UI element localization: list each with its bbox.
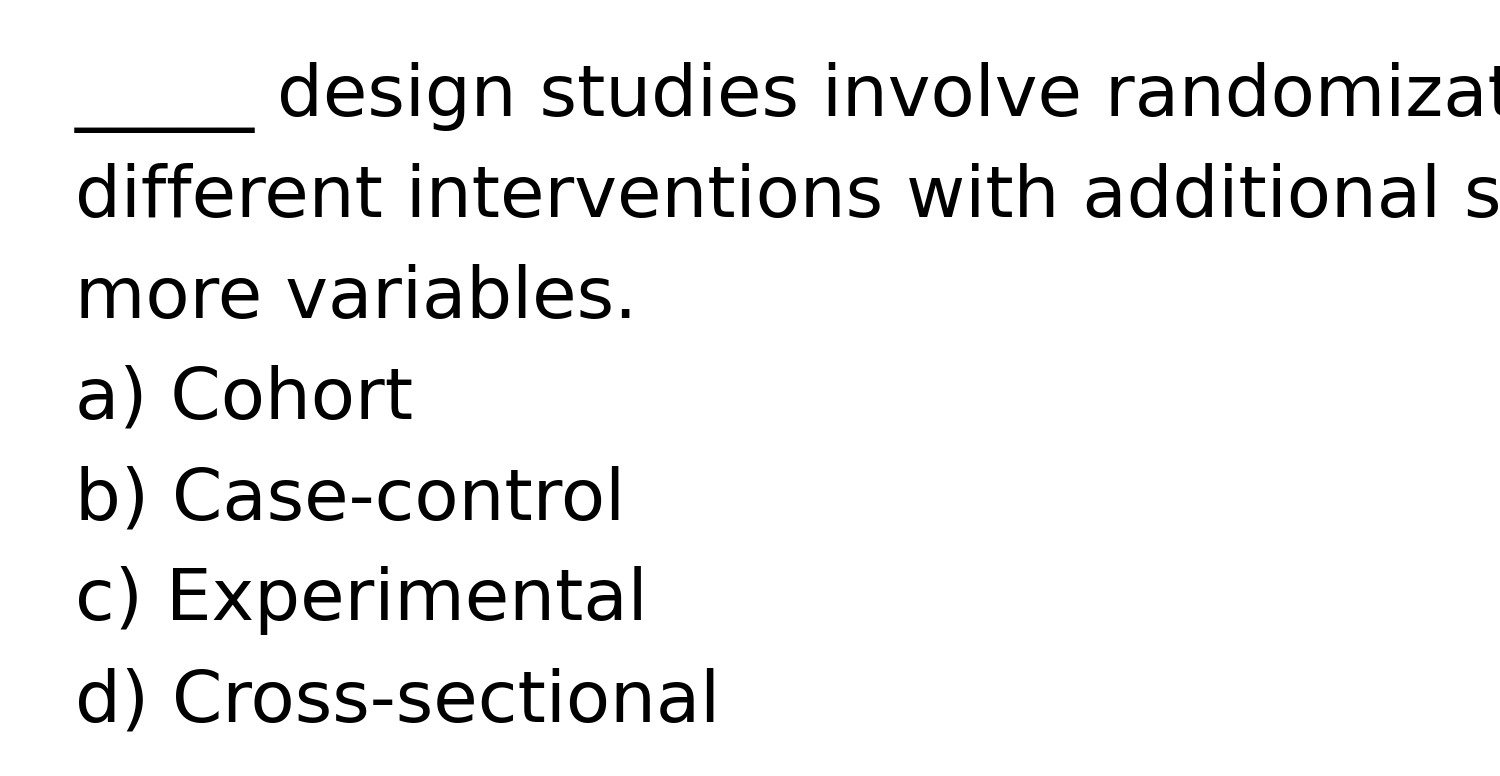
Text: _____ design studies involve randomization to: _____ design studies involve randomizati… <box>75 62 1500 133</box>
Text: more variables.: more variables. <box>75 264 638 333</box>
Text: a) Cohort: a) Cohort <box>75 365 413 434</box>
Text: c) Experimental: c) Experimental <box>75 566 648 636</box>
Text: different interventions with additional study of 2 or: different interventions with additional … <box>75 163 1500 232</box>
Text: b) Case-control: b) Case-control <box>75 466 626 535</box>
Text: d) Cross-sectional: d) Cross-sectional <box>75 667 720 736</box>
